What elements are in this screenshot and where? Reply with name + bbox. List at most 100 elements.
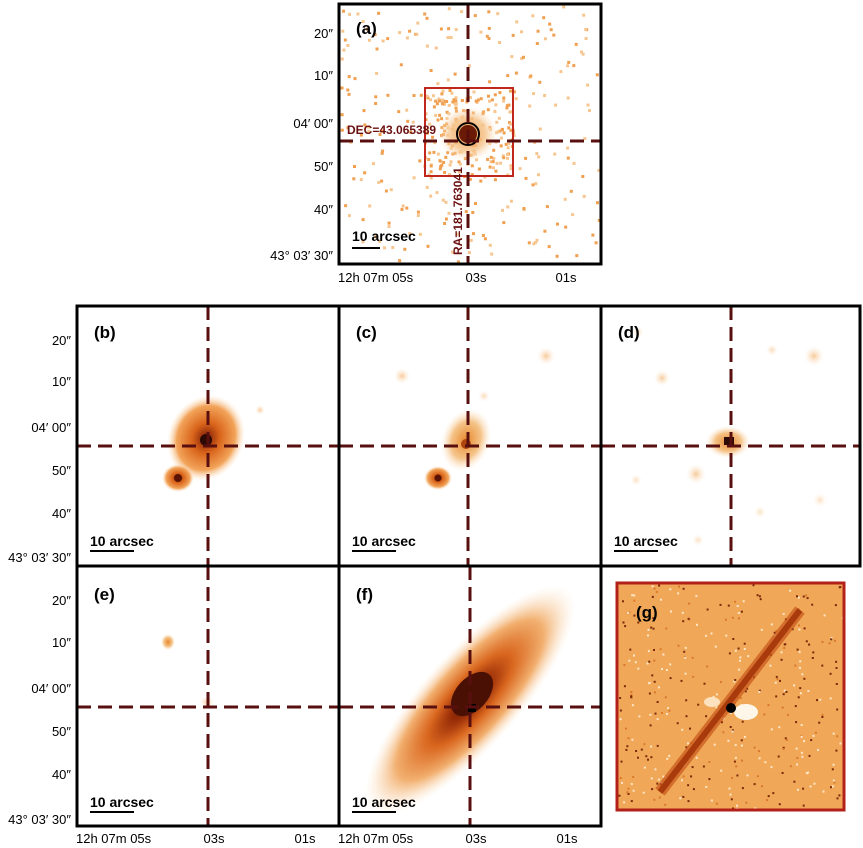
dec-tick: 20″ bbox=[52, 333, 71, 348]
noise-pixel bbox=[405, 108, 409, 112]
noise-pixel bbox=[720, 769, 723, 772]
noise-pixel bbox=[383, 246, 386, 250]
noise-pixel bbox=[696, 623, 698, 626]
noise-pixel bbox=[543, 94, 547, 97]
dec-tick: 50″ bbox=[52, 724, 71, 739]
noise-pixel bbox=[415, 32, 419, 36]
noise-pixel bbox=[808, 643, 811, 646]
dec-axis-b: 20″ 10″ 04′ 00″ 50″ 40″ 43° 03′ 30″ bbox=[8, 333, 71, 565]
noise-pixel bbox=[498, 41, 501, 44]
noise-pixel bbox=[744, 690, 747, 693]
noise-pixel bbox=[829, 672, 832, 675]
noise-pixel bbox=[776, 677, 779, 680]
noise-pixel bbox=[687, 784, 690, 787]
noise-pixel bbox=[397, 110, 401, 114]
noise-pixel bbox=[706, 608, 709, 611]
noise-pixel bbox=[770, 728, 773, 731]
noise-pixel bbox=[773, 631, 776, 634]
noise-pixel bbox=[524, 176, 528, 180]
noise-pixel bbox=[543, 37, 547, 41]
noise-pixel bbox=[747, 655, 750, 658]
panel-label: (c) bbox=[356, 323, 377, 342]
noise-pixel bbox=[802, 804, 805, 807]
noise-pixel bbox=[501, 208, 504, 212]
noise-pixel bbox=[454, 99, 458, 103]
noise-pixel bbox=[653, 680, 656, 683]
noise-pixel bbox=[537, 173, 540, 177]
noise-pixel bbox=[412, 176, 416, 180]
noise-pixel bbox=[460, 10, 464, 14]
noise-pixel bbox=[511, 33, 515, 37]
noise-pixel bbox=[622, 600, 624, 603]
noise-pixel bbox=[766, 799, 769, 802]
noise-pixel bbox=[816, 699, 818, 702]
noise-pixel bbox=[552, 33, 556, 37]
noise-pixel bbox=[512, 90, 516, 94]
noise-pixel bbox=[531, 183, 535, 187]
noise-pixel bbox=[498, 91, 502, 95]
noise-pixel bbox=[538, 127, 542, 131]
noise-pixel bbox=[386, 37, 390, 41]
noise-pixel bbox=[375, 47, 379, 51]
noise-pixel bbox=[660, 598, 662, 601]
noise-pixel bbox=[684, 646, 687, 649]
noise-pixel bbox=[619, 718, 622, 721]
noise-pixel bbox=[652, 617, 655, 620]
noise-pixel bbox=[488, 243, 492, 247]
noise-pixel bbox=[479, 97, 483, 101]
noise-pixel bbox=[365, 27, 369, 31]
noise-pixel bbox=[664, 803, 667, 806]
noise-pixel bbox=[705, 634, 708, 637]
noise-pixel bbox=[793, 684, 796, 687]
noise-pixel bbox=[432, 105, 436, 109]
noise-pixel bbox=[528, 104, 532, 108]
noise-pixel bbox=[359, 133, 363, 137]
noise-pixel bbox=[372, 162, 375, 166]
noise-pixel bbox=[566, 64, 570, 68]
noise-pixel bbox=[412, 94, 416, 97]
noise-pixel bbox=[626, 745, 629, 748]
noise-pixel bbox=[734, 756, 737, 759]
noise-pixel bbox=[426, 131, 429, 135]
noise-pixel bbox=[769, 664, 772, 667]
noise-pixel bbox=[520, 57, 524, 60]
noise-pixel bbox=[586, 83, 590, 87]
noise-pixel bbox=[494, 103, 498, 107]
noise-pixel bbox=[822, 790, 825, 793]
noise-pixel bbox=[687, 800, 690, 803]
noise-pixel bbox=[798, 628, 801, 631]
noise-pixel bbox=[624, 727, 627, 730]
noise-pixel bbox=[445, 110, 449, 114]
noise-pixel bbox=[653, 587, 656, 590]
noise-pixel bbox=[633, 594, 636, 597]
noise-pixel bbox=[501, 154, 505, 158]
panel-d-image: (d) 10 arcsec bbox=[601, 306, 860, 566]
noise-pixel bbox=[754, 807, 757, 810]
noise-pixel bbox=[384, 189, 388, 193]
noise-pixel bbox=[727, 739, 730, 742]
noise-pixel bbox=[739, 656, 742, 659]
noise-pixel bbox=[468, 96, 472, 100]
noise-pixel bbox=[532, 242, 536, 246]
noise-pixel bbox=[800, 735, 803, 738]
noise-pixel bbox=[811, 657, 814, 659]
noise-pixel bbox=[684, 656, 687, 659]
dec-tick: 50″ bbox=[52, 463, 71, 478]
noise-pixel bbox=[729, 712, 732, 714]
noise-pixel bbox=[502, 96, 506, 100]
noise-pixel bbox=[531, 14, 535, 18]
dec-axis-a: 20″ 10″ 04′ 00″ 50″ 40″ 43° 03′ 30″ bbox=[270, 26, 333, 263]
noise-pixel bbox=[731, 730, 734, 733]
noise-pixel bbox=[454, 102, 458, 106]
noise-pixel bbox=[655, 590, 658, 593]
noise-pixel bbox=[648, 681, 651, 684]
noise-pixel bbox=[635, 750, 638, 752]
noise-pixel bbox=[719, 603, 722, 606]
noise-pixel bbox=[800, 724, 803, 726]
noise-pixel bbox=[756, 775, 759, 778]
noise-pixel bbox=[797, 696, 800, 699]
noise-pixel bbox=[443, 222, 447, 225]
noise-pixel bbox=[476, 98, 480, 102]
noise-pixel bbox=[467, 251, 471, 255]
noise-pixel bbox=[800, 751, 803, 754]
